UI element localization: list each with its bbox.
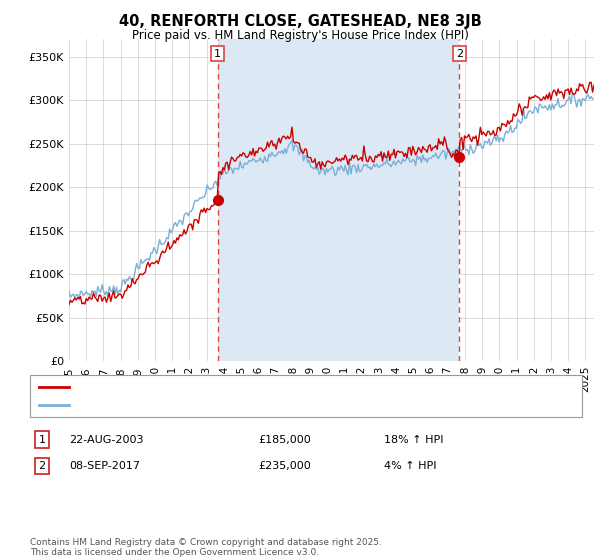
Text: 4% ↑ HPI: 4% ↑ HPI bbox=[384, 461, 437, 471]
Text: 1: 1 bbox=[38, 435, 46, 445]
Text: Price paid vs. HM Land Registry's House Price Index (HPI): Price paid vs. HM Land Registry's House … bbox=[131, 29, 469, 42]
Text: 08-SEP-2017: 08-SEP-2017 bbox=[69, 461, 140, 471]
Text: 40, RENFORTH CLOSE, GATESHEAD, NE8 3JB: 40, RENFORTH CLOSE, GATESHEAD, NE8 3JB bbox=[119, 14, 481, 29]
Text: £185,000: £185,000 bbox=[258, 435, 311, 445]
Text: 1: 1 bbox=[214, 49, 221, 59]
Text: Contains HM Land Registry data © Crown copyright and database right 2025.
This d: Contains HM Land Registry data © Crown c… bbox=[30, 538, 382, 557]
Text: 40, RENFORTH CLOSE, GATESHEAD, NE8 3JB (detached house): 40, RENFORTH CLOSE, GATESHEAD, NE8 3JB (… bbox=[75, 382, 400, 392]
Text: 2: 2 bbox=[456, 49, 463, 59]
Bar bbox=[218, 39, 460, 361]
Text: 22-AUG-2003: 22-AUG-2003 bbox=[69, 435, 143, 445]
Text: 18% ↑ HPI: 18% ↑ HPI bbox=[384, 435, 443, 445]
Text: £235,000: £235,000 bbox=[258, 461, 311, 471]
Text: 2: 2 bbox=[38, 461, 46, 471]
Text: HPI: Average price, detached house, Gateshead: HPI: Average price, detached house, Gate… bbox=[75, 400, 325, 410]
